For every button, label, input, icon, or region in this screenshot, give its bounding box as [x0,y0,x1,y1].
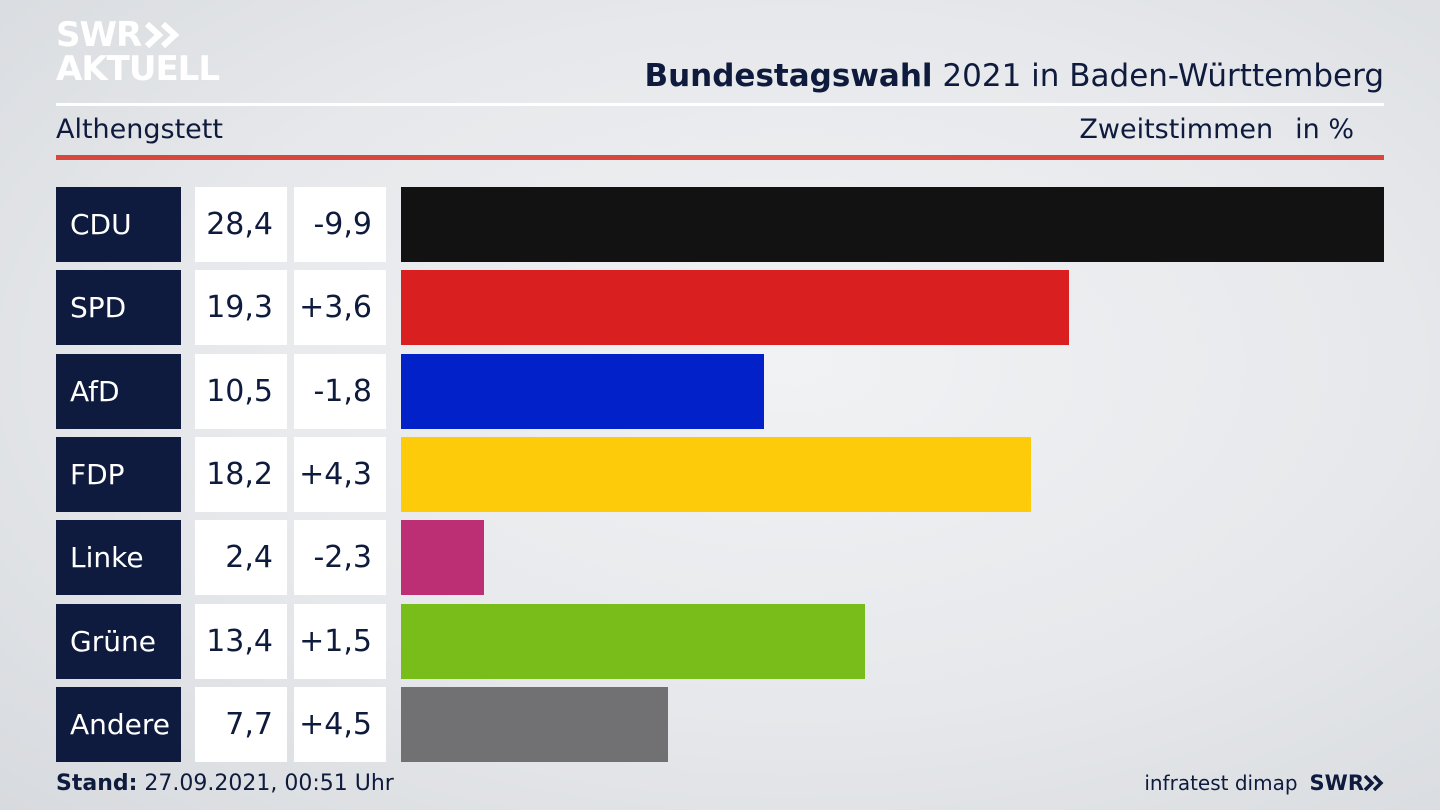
accent-divider [56,155,1384,160]
change-label: +4,5 [294,687,386,762]
bar [401,520,484,595]
chart-title: Bundestagswahl 2021 in Baden-Württemberg [644,58,1384,94]
value-label: 19,3 [195,270,287,345]
party-label: Andere [56,687,181,762]
party-label: Linke [56,520,181,595]
double-chevron-icon [1364,775,1384,791]
swr-aktuell-logo: SWR AKTUELL [56,15,220,89]
source-credit: infratest dimap SWR [1144,771,1384,795]
timestamp: Stand: 27.09.2021, 00:51 Uhr [56,771,394,796]
bar [401,187,1384,262]
footer-swr-logo: SWR [1310,771,1384,795]
bar [401,604,865,679]
value-label: 7,7 [195,687,287,762]
chart-subtitle: Althengstett [56,114,223,145]
measure-unit-label: Zweitstimmen in % [1079,114,1354,145]
logo-swr-text: SWR [56,15,142,55]
bar-row-spd: SPD 19,3 +3,6 [56,270,1384,345]
bar [401,437,1031,512]
bar-row-fdp: FDP 18,2 +4,3 [56,437,1384,512]
change-label: -9,9 [294,187,386,262]
bar-row-afd: AfD 10,5 -1,8 [56,354,1384,429]
footer-brand: SWR [1309,771,1364,795]
party-label: FDP [56,437,181,512]
title-rest: 2021 in Baden-Württemberg [932,58,1384,94]
bar-row-andere: Andere 7,7 +4,5 [56,687,1384,762]
change-label: +1,5 [294,604,386,679]
party-label: Grüne [56,604,181,679]
unit-label: in % [1295,114,1354,145]
stand-value: 27.09.2021, 00:51 Uhr [137,771,394,796]
logo-aktuell-text: AKTUELL [56,49,220,89]
change-label: +3,6 [294,270,386,345]
bar-row-cdu: CDU 28,4 -9,9 [56,187,1384,262]
title-bold: Bundestagswahl [644,58,933,94]
value-label: 28,4 [195,187,287,262]
bar-row-linke: Linke 2,4 -2,3 [56,520,1384,595]
change-label: -1,8 [294,354,386,429]
measure-label: Zweitstimmen [1079,114,1274,145]
party-label: SPD [56,270,181,345]
change-label: +4,3 [294,437,386,512]
value-label: 2,4 [195,520,287,595]
bar [401,270,1069,345]
party-label: AfD [56,354,181,429]
bar-row-grüne: Grüne 13,4 +1,5 [56,604,1384,679]
stand-label: Stand: [56,771,138,796]
double-chevron-icon [145,22,180,48]
header-divider [56,103,1384,106]
bar [401,354,764,429]
value-label: 10,5 [195,354,287,429]
party-label: CDU [56,187,181,262]
value-label: 18,2 [195,437,287,512]
source-label: infratest dimap [1144,771,1298,795]
change-label: -2,3 [294,520,386,595]
value-label: 13,4 [195,604,287,679]
bar [401,687,668,762]
